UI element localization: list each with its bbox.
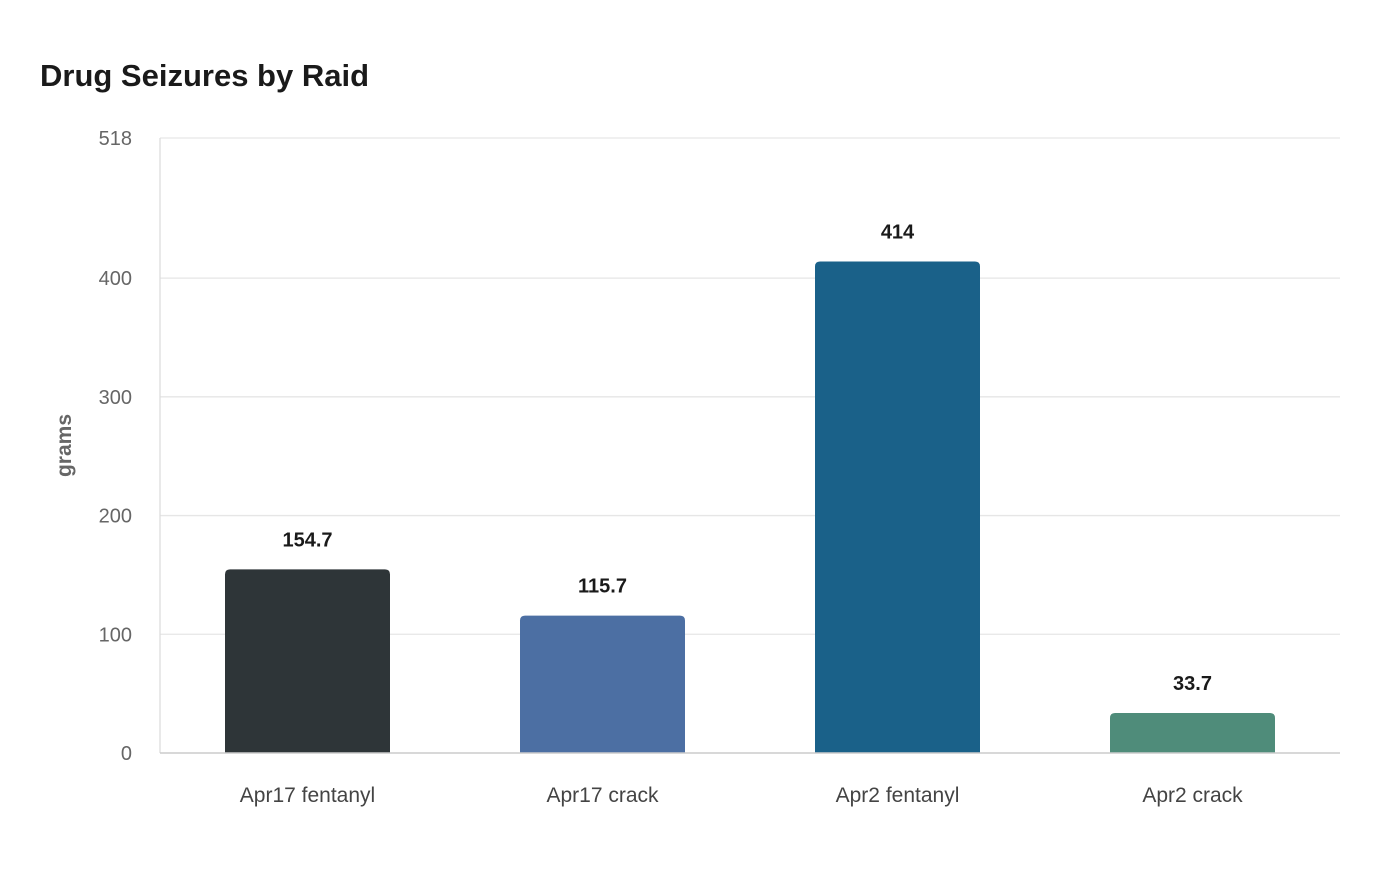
bar <box>1110 712 1275 753</box>
y-tick-label: 518 <box>99 128 132 150</box>
bar <box>520 615 685 753</box>
y-axis-title: grams <box>53 414 76 477</box>
y-tick-label: 200 <box>99 506 132 528</box>
data-label: 414 <box>881 221 915 243</box>
chart-title: Drug Seizures by Raid <box>40 58 370 93</box>
y-tick-label: 100 <box>99 624 132 646</box>
data-label: 154.7 <box>282 529 332 551</box>
y-tick-label: 300 <box>99 387 132 409</box>
x-tick-label: Apr17 crack <box>546 784 659 807</box>
x-tick-label: Apr17 fentanyl <box>240 784 375 807</box>
bar <box>225 569 390 753</box>
y-tick-label: 0 <box>121 743 132 765</box>
y-tick-label: 400 <box>99 268 132 290</box>
x-tick-label: Apr2 fentanyl <box>836 784 960 807</box>
data-label: 115.7 <box>578 576 627 598</box>
bar <box>815 261 980 753</box>
data-label: 33.7 <box>1173 673 1212 695</box>
x-tick-label: Apr2 crack <box>1142 784 1243 807</box>
